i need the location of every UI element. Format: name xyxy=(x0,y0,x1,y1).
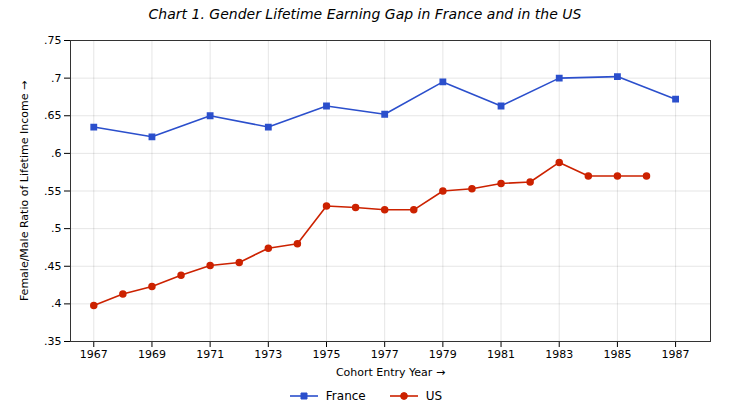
svg-text:1981: 1981 xyxy=(487,348,515,361)
svg-text:1985: 1985 xyxy=(603,348,631,361)
svg-text:1977: 1977 xyxy=(371,348,399,361)
svg-text:.45: .45 xyxy=(44,260,62,273)
svg-text:1983: 1983 xyxy=(545,348,573,361)
html-text:Chart 1. Gender Lifetime Earni: Chart 1. Gender Lifetime Earning Gap in … xyxy=(148,6,582,22)
svg-text:.7: .7 xyxy=(51,72,62,85)
svg-text:1969: 1969 xyxy=(138,348,166,361)
svg-text:Female/Male Ratio of Lifetime: Female/Male Ratio of Lifetime Income → xyxy=(18,81,31,301)
html-text:France: France xyxy=(325,389,366,403)
svg-text:.4: .4 xyxy=(51,297,62,310)
svg-text:.35: .35 xyxy=(44,335,62,348)
svg-text:1987: 1987 xyxy=(662,348,690,361)
svg-text:1973: 1973 xyxy=(254,348,282,361)
svg-text:.6: .6 xyxy=(51,147,62,160)
svg-text:1971: 1971 xyxy=(196,348,224,361)
svg-text:1967: 1967 xyxy=(80,348,108,361)
svg-text:.55: .55 xyxy=(44,185,62,198)
svg-text:1979: 1979 xyxy=(429,348,457,361)
svg-text:.5: .5 xyxy=(51,222,62,235)
svg-text:1975: 1975 xyxy=(313,348,341,361)
svg-text:Cohort Entry Year →: Cohort Entry Year → xyxy=(336,366,445,379)
svg-text:.75: .75 xyxy=(44,34,62,47)
html-text:US: US xyxy=(425,389,443,403)
svg-text:.65: .65 xyxy=(44,109,62,122)
